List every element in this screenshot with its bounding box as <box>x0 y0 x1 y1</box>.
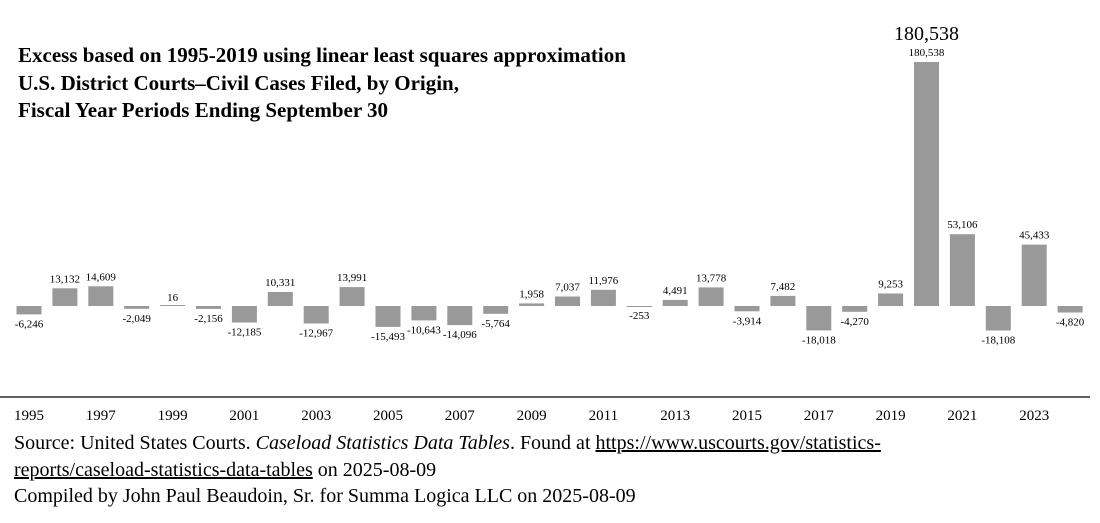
data-label-1999: 16 <box>167 292 179 304</box>
data-label-2000: -2,156 <box>194 313 223 325</box>
x-tick-1997: 1997 <box>86 408 117 424</box>
bar-2007 <box>447 306 473 326</box>
source-date: on 2025-08-09 <box>312 459 437 481</box>
data-label-2010: 7,037 <box>555 282 580 294</box>
data-label-2020: 180,538 <box>909 47 945 59</box>
data-label-2018: -4,270 <box>840 316 869 328</box>
x-tick-2009: 2009 <box>517 408 547 424</box>
data-label-2012: -253 <box>629 310 650 322</box>
bar-2017 <box>806 306 832 331</box>
bars-layer <box>16 62 1083 331</box>
bar-2008 <box>483 306 509 314</box>
data-label-2019: 9,253 <box>878 279 903 291</box>
bar-2023 <box>1021 244 1047 306</box>
data-label-2015: -3,914 <box>733 315 762 327</box>
data-label-2008: -5,764 <box>481 318 510 330</box>
bar-1998 <box>124 306 150 309</box>
data-label-2016: 7,482 <box>771 281 796 293</box>
source-title: Caseload Statistics Data Tables <box>255 432 510 454</box>
data-label-2011: 11,976 <box>588 275 618 287</box>
data-label-1996: 13,132 <box>50 273 80 285</box>
bar-2004 <box>339 287 365 306</box>
compiled-by-line: Compiled by John Paul Beaudoin, Sr. for … <box>14 485 636 507</box>
data-label-1997: 14,609 <box>86 271 117 283</box>
bar-2001 <box>231 306 257 323</box>
data-label-1995: -6,246 <box>15 318 44 330</box>
bar-2000 <box>196 306 221 309</box>
x-tick-2011: 2011 <box>589 408 618 424</box>
x-tick-2015: 2015 <box>732 408 762 424</box>
x-tick-2023: 2023 <box>1019 408 1049 424</box>
data-label-2014: 13,778 <box>696 272 727 284</box>
source-line-2: reports/caseload-statistics-data-tables … <box>14 459 436 482</box>
data-label-2006: -10,643 <box>407 324 441 336</box>
bar-2018 <box>842 306 868 312</box>
x-tick-1995: 1995 <box>14 408 44 424</box>
source-mid: . Found at <box>509 432 596 454</box>
data-label-2024: -4,820 <box>1056 317 1085 329</box>
bar-2019 <box>878 293 904 306</box>
bar-2022 <box>985 306 1011 331</box>
data-label-2004: 13,991 <box>337 272 367 284</box>
x-tick-2005: 2005 <box>373 408 403 424</box>
bar-2020 <box>914 62 939 306</box>
data-label-2003: -12,967 <box>299 328 333 340</box>
data-label-2001: -12,185 <box>227 327 261 339</box>
bar-2010 <box>555 296 580 306</box>
bar-2002 <box>267 292 293 306</box>
data-labels-layer: -6,246 13,132 14,609 -2,049 16 -2,156 -12,185 1… <box>15 23 1085 347</box>
source-url-link-part-2[interactable]: reports/caseload-statistics-data-tables <box>14 459 313 481</box>
data-label-2021: 53,106 <box>947 219 978 231</box>
bar-2003 <box>303 306 329 324</box>
bar-2006 <box>411 306 437 321</box>
data-label-2009: 1,958 <box>519 288 544 300</box>
bar-2024 <box>1057 306 1083 313</box>
peak-value-callout: 180,538 <box>894 23 959 45</box>
source-prefix: Source: United States Courts. <box>14 432 256 454</box>
bar-1997 <box>88 286 114 306</box>
chart-title-line-2: U.S. District Courts–Civil Cases Filed, … <box>18 71 459 95</box>
chart-title-line-3: Fiscal Year Periods Ending September 30 <box>18 98 389 122</box>
x-tick-2007: 2007 <box>445 408 476 424</box>
bar-2011 <box>590 289 616 306</box>
x-tick-1999: 1999 <box>158 408 188 424</box>
bar-1995 <box>16 306 42 315</box>
x-tick-2001: 2001 <box>229 408 259 424</box>
source-line-1: Source: United States Courts. Caseload S… <box>14 432 881 455</box>
data-label-2005: -15,493 <box>371 331 405 343</box>
x-tick-2003: 2003 <box>301 408 331 424</box>
x-tick-2021: 2021 <box>947 408 977 424</box>
data-label-2007: -14,096 <box>443 329 477 341</box>
data-label-2023: 45,433 <box>1019 230 1050 242</box>
chart-title-line-1: Excess based on 1995-2019 using linear l… <box>18 43 626 67</box>
bar-2014 <box>698 287 724 306</box>
bar-2005 <box>375 306 401 327</box>
x-tick-labels-layer: 1995 1997 1999 2001 2003 2005 2007 2009 2011 2013… <box>14 408 1049 424</box>
data-label-2022: -18,108 <box>981 335 1015 347</box>
data-label-1998: -2,049 <box>122 313 151 325</box>
bar-2009 <box>519 303 545 306</box>
bar-2012 <box>626 306 652 307</box>
data-label-2002: 10,331 <box>265 277 295 289</box>
data-label-2017: -18,018 <box>802 334 836 346</box>
x-tick-2019: 2019 <box>876 408 906 424</box>
source-url-link-part-1[interactable]: https://www.uscourts.gov/statistics- <box>595 432 881 454</box>
data-label-2013: 4,491 <box>663 285 688 297</box>
x-tick-2013: 2013 <box>660 408 690 424</box>
bar-1999 <box>160 305 186 306</box>
bar-2021 <box>949 234 975 306</box>
x-tick-2017: 2017 <box>804 408 835 424</box>
bar-1996 <box>52 288 78 306</box>
bar-2015 <box>734 306 760 312</box>
bar-2016 <box>770 295 796 306</box>
bar-2013 <box>662 299 688 306</box>
